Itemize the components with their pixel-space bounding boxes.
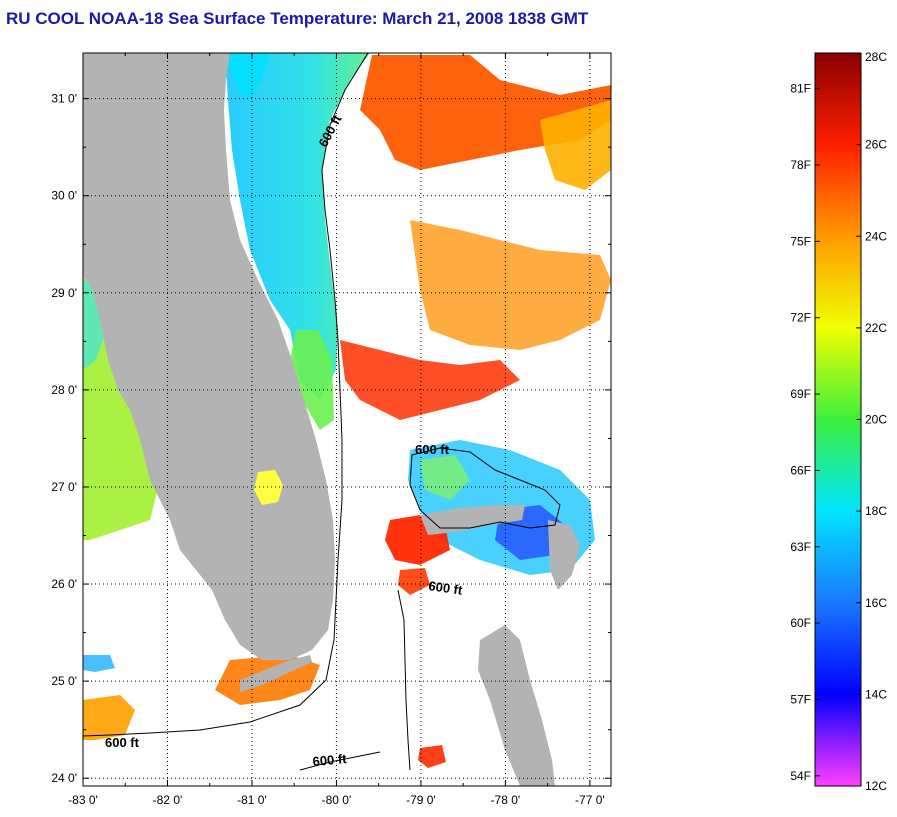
y-tick-label: 24 0' [51,771,77,785]
sst-patch-gulfstream-red [340,340,520,420]
colorbar-celsius-label: 26C [865,138,887,152]
isobath-label-south: 600 ft [312,751,348,769]
x-tick-label: -83 0' [68,793,98,807]
sst-patch-northeast-shelf [225,53,370,400]
colorbar-fahrenheit-label: 69F [790,387,811,401]
temperature-colorbar: 28C 26C 24C 22C 20C 18C 16C 14C 12C 81F 78F 75F 72F 6… [790,50,887,793]
isobath-label-providence: 600 ft [428,578,464,598]
sst-data-layer [83,53,611,768]
x-tick-label: -77 0' [575,793,605,807]
colorbar-fahrenheit-label: 63F [790,540,811,554]
lake-okeechobee [254,470,283,505]
isobath-label-southwest: 600 ft [105,735,140,750]
isobath-label-bahamas: 600 ft [415,442,450,457]
land-layer [83,53,580,786]
sst-patch-georgia-coast [225,53,270,100]
colorbar-celsius-label: 20C [865,413,887,427]
y-tick-label: 29 0' [51,286,77,300]
y-tick-label: 25 0' [51,674,77,688]
sst-patch-northeast-yellow [540,100,611,190]
x-tick-label: -80 0' [322,793,352,807]
colorbar-celsius-label: 12C [865,779,887,793]
y-tick-label: 28 0' [51,383,77,397]
colorbar-fahrenheit-label: 72F [790,311,811,325]
x-tick-label: -82 0' [153,793,183,807]
colorbar-fahrenheit-label: 57F [790,692,811,706]
colorbar-celsius-label: 24C [865,229,887,243]
colorbar-celsius-label: 28C [865,50,887,64]
isobath-tongue-of-ocean [397,589,411,771]
sst-patch-nearshore-green [290,330,334,430]
abaco-island [548,520,580,590]
colorbar-celsius-label: 22C [865,321,887,335]
colorbar-fahrenheit-label: 81F [790,82,811,96]
isobath-south [299,751,381,771]
isobath-600ft-lines [83,53,561,771]
colorbar-celsius-label: 14C [865,687,887,701]
florida-peninsula [83,53,335,660]
x-tick-label: -81 0' [237,793,267,807]
isobath-bahamas-bank [409,447,561,529]
colorbar-fahrenheit-label: 75F [790,234,811,248]
florida-keys [240,655,312,692]
map-title: RU COOL NOAA-18 Sea Surface Temperature:… [6,9,589,28]
isobath-atlantic [83,53,369,737]
colorbar-gradient [814,52,862,787]
sst-patch-southwest-blue [83,655,115,672]
andros-island [478,625,555,786]
colorbar-fahrenheit-label: 54F [790,769,811,783]
y-tick-label: 26 0' [51,577,77,591]
y-tick-label: 30 0' [51,189,77,203]
y-tick-label: 31 0' [51,92,77,106]
x-tick-label: -78 0' [491,793,521,807]
sst-patch-south-red-spot [418,745,446,768]
colorbar-fahrenheit-label: 66F [790,463,811,477]
sst-patch-mid-scatter [410,220,611,350]
colorbar-fahrenheit-label: 60F [790,616,811,630]
colorbar-fahrenheit-label: 78F [790,158,811,172]
y-tick-label: 27 0' [51,480,77,494]
sst-patch-south-red [398,568,430,595]
axis-ticks: -83 0' -82 0' -81 0' -80 0' -79 0' -78 0' -77 … [51,53,611,807]
x-tick-label: -79 0' [406,793,436,807]
sst-patch-bahamas-green [420,455,470,500]
colorbar-labels: 28C 26C 24C 22C 20C 18C 16C 14C 12C 81F 78F 75F 72F 6… [790,50,887,793]
colorbar-celsius-label: 16C [865,596,887,610]
sst-patch-southwest-orange [83,695,135,740]
colorbar-celsius-label: 18C [865,504,887,518]
graticule-grid [83,53,611,786]
